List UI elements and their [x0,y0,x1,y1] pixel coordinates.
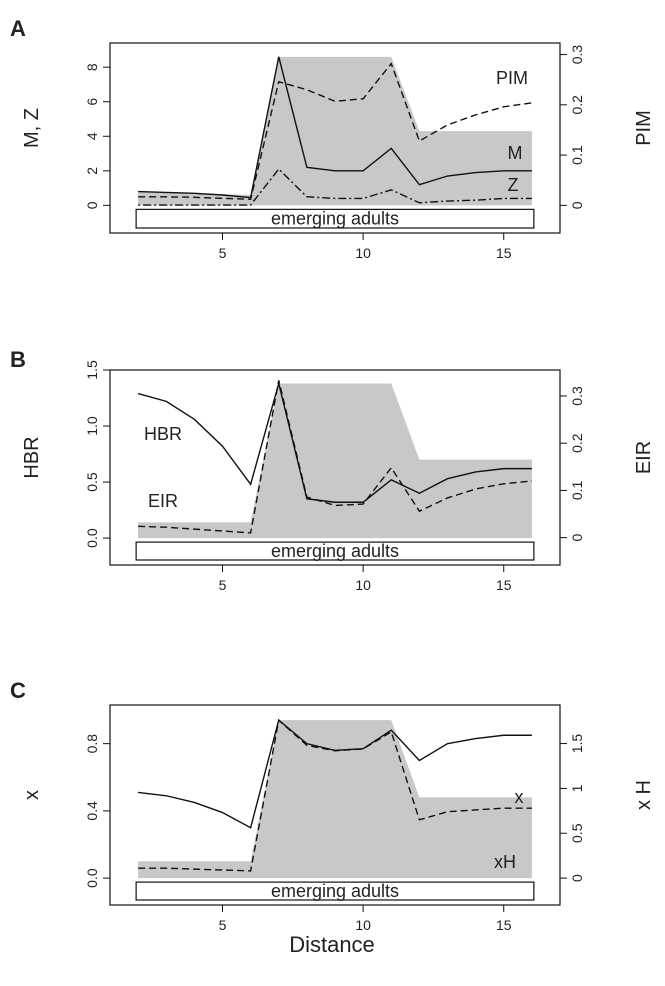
y2-tick-label: 0.2 [569,433,585,453]
series-label-eir: EIR [148,491,178,511]
y-tick-label: 0.4 [84,801,100,821]
x-tick-label: 15 [496,577,512,593]
x-tick-label: 5 [219,917,227,933]
panel-letter: B [10,347,26,372]
y2-tick-label: 0.1 [569,480,585,500]
series-label-x: x [515,787,524,807]
series-line-z [138,168,532,206]
series-label-m: M [508,143,523,163]
panel-b: B HBR EIR emerging adults 5 10 15 0.0 0.5 1.0 1.5 0… [10,347,655,593]
emerging-adults-label: emerging adults [271,541,399,561]
panel-letter: C [10,678,26,703]
emerging-adults-label: emerging adults [271,881,399,901]
y2-tick-label: 1.5 [569,734,585,754]
emerging-adults-box [135,541,535,561]
y2-tick-label: 0.3 [569,45,585,65]
y2-axis-title: PIM [633,110,655,146]
series-label-z: Z [508,175,519,195]
y2-tick-label: 0 [569,201,585,209]
y-tick-label: 4 [84,132,100,140]
y-axis-title: HBR [21,436,43,478]
shaded-habitat-area [138,383,532,539]
series-line-pim [138,62,532,201]
x-tick-label: 15 [496,245,512,261]
y-tick-label: 0.5 [84,472,100,492]
plot-frame [109,42,561,234]
shaded-habitat-area [138,56,532,206]
y-axis-title: M, Z [21,108,43,148]
x-tick-label: 5 [219,577,227,593]
y2-axis-title: x H [633,780,655,810]
y-tick-label: 0.8 [84,734,100,754]
series-label-pim: PIM [496,68,528,88]
x-axis-label: Distance [289,932,375,957]
series-line-m [138,56,532,199]
y2-tick-label: 0.2 [569,95,585,115]
series-label-hbr: HBR [144,424,182,444]
y-tick-label: 0.0 [84,868,100,888]
x-tick-label: 10 [355,577,371,593]
y-tick-label: 0 [84,201,100,209]
y-tick-label: 0.0 [84,528,100,548]
y2-tick-label: 0.5 [569,823,585,843]
y2-tick-label: 0.3 [569,386,585,406]
series-line-xh [138,718,532,872]
emerging-adults-label: emerging adults [271,209,399,229]
y-tick-label: 1.5 [84,360,100,380]
emerging-adults-box [135,208,535,229]
x-tick-label: 5 [219,245,227,261]
y2-tick-label: 1 [569,784,585,792]
panel-letter: A [10,16,26,41]
y2-tick-label: 0.1 [569,145,585,165]
series-label-xh: xH [494,852,516,872]
y2-axis-title: EIR [633,441,655,474]
y-tick-label: 6 [84,98,100,106]
y-axis-title: x [21,790,43,800]
x-tick-label: 15 [496,917,512,933]
plot-frame [109,704,561,906]
emerging-adults-box [135,881,535,901]
y-tick-label: 2 [84,167,100,175]
x-tick-label: 10 [355,245,371,261]
y-tick-label: 1.0 [84,416,100,436]
shaded-habitat-area [138,720,532,879]
y2-tick-label: 0 [569,874,585,882]
series-line-hbr [137,380,532,503]
panel-c: Cx xH emerging adults 5 10 15 0.0 0.4 0.8 0 0.5 1 1.… [10,678,655,933]
y2-tick-label: 0 [569,534,585,542]
x-tick-label: 10 [355,917,371,933]
plot-frame [109,369,561,566]
y-tick-label: 8 [84,63,100,71]
